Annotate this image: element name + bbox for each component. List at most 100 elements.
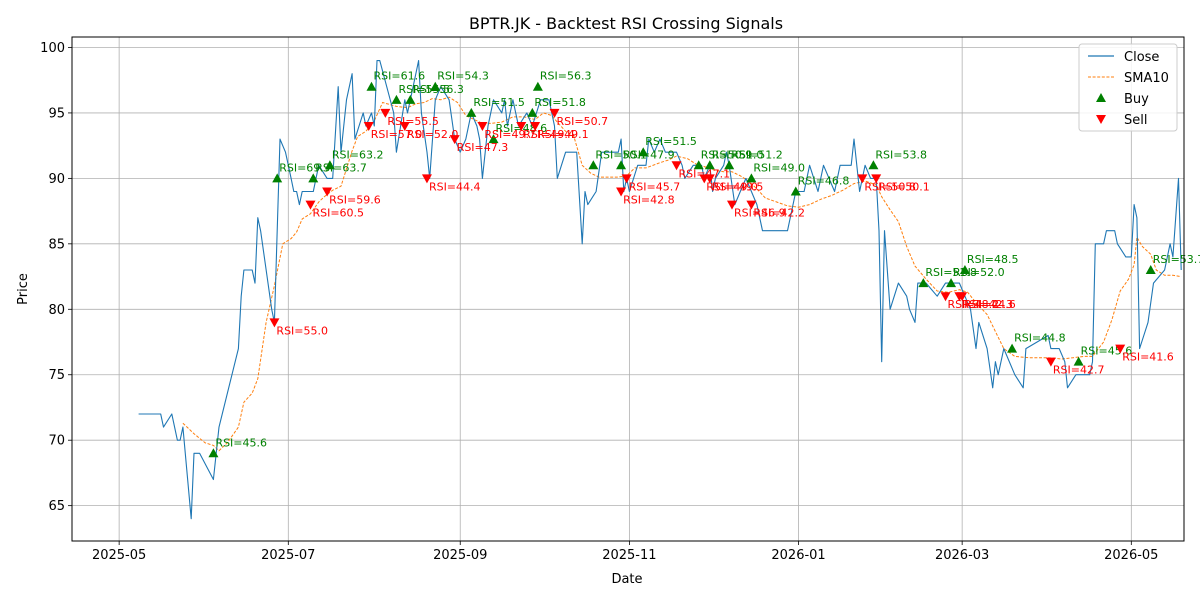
y-tick-label: 65 (48, 499, 65, 514)
sell-marker (616, 187, 627, 197)
sell-rsi-label: RSI=50.8 (864, 180, 916, 193)
buy-marker (430, 81, 441, 91)
sell-rsi-label: RSI=47.3 (457, 141, 509, 154)
sell-rsi-label: RSI=46.9 (734, 207, 786, 220)
buy-marker (746, 173, 757, 183)
x-tick-label: 2025-05 (92, 548, 146, 563)
legend-box (1078, 43, 1178, 132)
sell-marker (322, 187, 333, 197)
buy-marker (391, 94, 402, 104)
buy-rsi-label: RSI=46.8 (798, 174, 850, 187)
sell-marker (516, 122, 527, 132)
sell-rsi-label: RSI=41.6 (1122, 351, 1174, 364)
buy-rsi-label: RSI=44.8 (1014, 332, 1066, 345)
buy-marker (405, 94, 416, 104)
buy-rsi-label: RSI=50.9 (701, 148, 753, 161)
buy-marker (366, 81, 377, 91)
sell-marker (549, 108, 560, 118)
legend-buy-swatch (1096, 93, 1106, 102)
sell-rsi-label: RSI=50.1 (878, 180, 930, 193)
y-tick-label: 75 (48, 368, 65, 383)
sell-rsi-label: RSI=42.3 (961, 298, 1013, 311)
buy-rsi-label: RSI=63.2 (332, 148, 384, 161)
buy-marker (272, 173, 283, 183)
legend-sell-label: Sell (1124, 113, 1147, 128)
sell-rsi-label: RSI=49.5 (712, 180, 764, 193)
buy-marker (527, 107, 538, 117)
buy-marker (208, 448, 219, 458)
axis-ticks: 65 70 75 80 85 90 95 100 2025-05 2025-07 2025-09 20… (40, 41, 1158, 563)
sell-rsi-label: RSI=42.2 (753, 207, 805, 220)
sell-rsi-label: RSI=60.5 (312, 207, 364, 220)
sell-rsi-label: RSI=52.0 (407, 128, 459, 141)
legend-close-label: Close (1124, 50, 1159, 65)
sell-rsi-label: RSI=55.0 (276, 324, 328, 337)
sell-rsi-label: RSI=50.7 (557, 115, 609, 128)
sell-marker (1115, 344, 1126, 354)
x-tick-label: 2026-01 (771, 548, 825, 563)
buy-rsi-label: RSI=51.8 (534, 96, 586, 109)
buy-rsi-label: RSI=61.6 (373, 70, 425, 83)
buy-marker (532, 81, 543, 91)
x-axis-label: Date (611, 572, 642, 587)
buy-rsi-label: RSI=51.5 (473, 96, 525, 109)
sell-marker (746, 200, 757, 210)
buy-rsi-label: RSI=54.3 (437, 70, 489, 83)
buy-marker (638, 147, 649, 157)
y-tick-label: 80 (48, 303, 65, 318)
buy-rsi-label: RSI=51.2 (731, 148, 783, 161)
sell-rsi-label: RSI=59.6 (329, 193, 381, 206)
buy-rsi-label: RSI=69.7 (279, 161, 331, 174)
sell-marker (704, 174, 715, 184)
x-tick-label: 2025-09 (433, 548, 487, 563)
sell-marker (726, 200, 737, 210)
sell-marker (421, 174, 432, 184)
sell-marker (857, 174, 868, 184)
sell-marker (957, 292, 968, 302)
buy-marker (1073, 356, 1084, 366)
sell-rsi-label: RSI=44.4 (429, 180, 481, 193)
sell-marker (530, 122, 541, 132)
sell-marker (363, 122, 374, 132)
sell-marker (940, 292, 951, 302)
buy-marker (693, 160, 704, 170)
buy-rsi-label: RSI=51.5 (645, 135, 697, 148)
sell-rsi-label: RSI=42.8 (623, 193, 675, 206)
buy-rsi-label: RSI=49.0 (753, 161, 805, 174)
sell-rsi-label: RSI=49.4 (523, 128, 575, 141)
sell-rsi-label: RSI=45.7 (629, 180, 681, 193)
sell-rsi-label: RSI=57.0 (371, 128, 423, 141)
chart-title: BPTR.JK - Backtest RSI Crossing Signals (469, 14, 783, 33)
buy-rsi-label: RSI=53.8 (875, 148, 927, 161)
sell-marker (380, 108, 391, 118)
sell-rsi-label: RSI=55.5 (387, 115, 439, 128)
x-tick-label: 2025-11 (602, 548, 656, 563)
sell-marker (671, 161, 682, 171)
buy-rsi-label: RSI=63.7 (315, 161, 367, 174)
y-tick-label: 90 (48, 172, 65, 187)
sell-marker (1045, 357, 1056, 367)
sell-rsi-label: RSI=49.7 (484, 128, 536, 141)
sell-rsi-label: RSI=49.1 (537, 128, 589, 141)
buy-marker (704, 160, 715, 170)
buy-rsi-label: RSI=48.5 (967, 253, 1019, 266)
sell-rsi-label: RSI=47.1 (679, 167, 731, 180)
buy-rsi-label: RSI=45.6 (215, 436, 267, 449)
buy-marker (1145, 265, 1156, 275)
y-tick-label: 100 (40, 41, 65, 56)
sell-marker (871, 174, 882, 184)
buy-marker (868, 160, 879, 170)
buy-marker (790, 186, 801, 196)
buy-marker (466, 107, 477, 117)
buy-marker (308, 173, 319, 183)
legend: Close SMA10 Buy Sell (1078, 43, 1178, 132)
sell-marker (269, 318, 280, 328)
buy-marker (946, 278, 957, 288)
y-tick-label: 95 (48, 106, 65, 121)
y-axis-label: Price (16, 273, 31, 305)
buy-rsi-label: RSI=56.3 (540, 70, 592, 83)
sell-marker (399, 122, 410, 132)
